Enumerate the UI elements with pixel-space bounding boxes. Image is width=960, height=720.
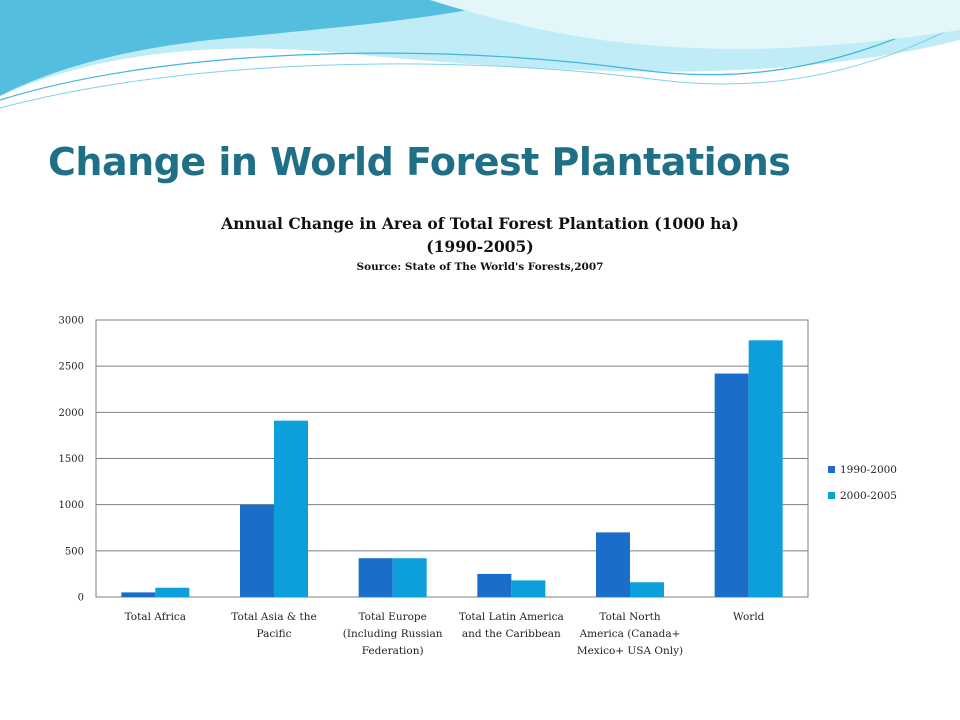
wave-highlight-shape [430, 0, 960, 49]
legend-label: 2000-2005 [840, 490, 897, 502]
y-tick-label: 500 [65, 546, 84, 557]
x-category-label: and the Caribbean [462, 628, 561, 640]
bar-1990-2000 [477, 573, 512, 597]
y-tick-label: 2500 [59, 362, 84, 373]
wave-line-2 [0, 23, 960, 109]
chart-title: Annual Change in Area of Total Forest Pl… [221, 214, 739, 233]
x-category-label: Pacific [257, 628, 292, 640]
y-tick-label: 0 [78, 593, 84, 604]
x-category-label: World [733, 611, 765, 623]
wave-line-1 [0, 9, 960, 101]
legend-label: 1990-2000 [840, 464, 897, 476]
bar-1990-2000 [358, 558, 393, 597]
bar-2000-2005 [511, 580, 546, 597]
x-category-label: Total Asia & the [231, 611, 317, 623]
bar-2000-2005 [274, 420, 308, 597]
x-category-label: Federation) [362, 645, 424, 657]
x-category-label: Total North [599, 611, 660, 623]
plot-area-border [95, 319, 809, 598]
bar-2000-2005 [392, 558, 427, 597]
x-category-label: Mexico+ USA Only) [577, 645, 683, 657]
bar-1990-2000 [714, 373, 749, 597]
bar-1990-2000 [121, 592, 156, 597]
y-tick-label: 3000 [59, 316, 84, 327]
chart-source: Source: State of The World's Forests,200… [356, 261, 604, 273]
bar-2000-2005 [155, 587, 190, 597]
x-category-label: (Including Russian [343, 628, 443, 640]
x-category-label: America (Canada+ [579, 628, 681, 640]
bar-2000-2005 [630, 582, 664, 597]
bar-2000-2005 [748, 340, 783, 597]
legend-swatch [828, 466, 835, 473]
wave-dark-shape [0, 0, 520, 96]
y-tick-label: 1500 [59, 454, 84, 465]
legend-swatch [828, 492, 835, 499]
x-category-label: Total Latin America [459, 611, 564, 623]
bar-1990-2000 [596, 532, 630, 597]
x-category-label: Total Europe [358, 611, 426, 623]
y-tick-label: 1000 [59, 500, 84, 511]
bar-1990-2000 [240, 504, 274, 597]
chart-subtitle: (1990-2005) [426, 237, 534, 256]
slide-title: Change in World Forest Plantations [48, 140, 791, 184]
x-category-label: Total Africa [125, 611, 187, 623]
y-tick-label: 2000 [59, 408, 84, 419]
